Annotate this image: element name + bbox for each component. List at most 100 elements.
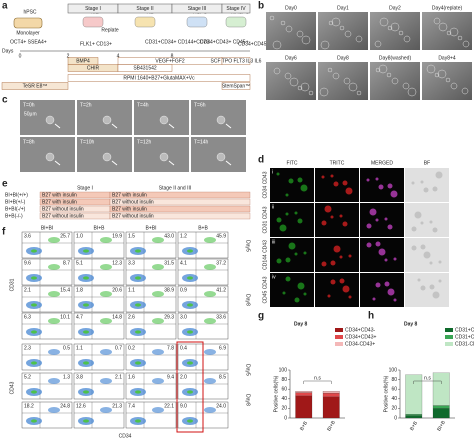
blob [297, 282, 305, 290]
panel-label: d [258, 155, 264, 166]
arrow [54, 160, 61, 166]
factor: SB431542 [133, 65, 157, 71]
blob [432, 227, 438, 233]
quadrant-value: 9.6 [24, 260, 31, 266]
blob [387, 183, 393, 189]
cell [461, 87, 469, 95]
cell [344, 30, 352, 38]
axis-label: CD43 [9, 381, 15, 394]
quadrant-value: 43.0 [164, 233, 174, 239]
micrograph [422, 62, 472, 100]
day: 8 [171, 53, 174, 59]
cell [402, 82, 410, 90]
cell [45, 152, 55, 162]
y-tick-label: 0 [394, 415, 397, 421]
blob [432, 291, 440, 299]
cell [407, 87, 417, 97]
quadrant-value: 5.1 [76, 260, 83, 266]
day-label: Day8(washed) [379, 55, 412, 61]
arrow [111, 123, 118, 129]
quadrant-value: 1.0 [76, 233, 83, 239]
factor: StemSpan™ [222, 83, 250, 89]
cell [269, 15, 275, 21]
protocol-bar [109, 205, 251, 213]
axis-label: Positive cells(%) [383, 375, 389, 412]
x-tick-label: B+B [299, 420, 309, 432]
blob [411, 226, 417, 232]
cell [159, 152, 169, 162]
y-tick-label: 0 [284, 415, 287, 421]
legend-label: CD34+CD43- [345, 327, 375, 333]
cell [348, 82, 358, 92]
arrow [225, 123, 232, 129]
blob [372, 297, 376, 301]
factor-bar [1, 82, 69, 90]
quadrant-value: 15.4 [60, 287, 70, 293]
fluor-image [315, 203, 359, 237]
medium: B27 without insulin [112, 199, 154, 205]
blob [333, 245, 341, 253]
cell [356, 90, 362, 96]
cell [332, 72, 340, 80]
fluor-image [405, 203, 449, 237]
factor-bar [221, 82, 251, 90]
note: Monolayer [16, 30, 40, 36]
population [100, 291, 112, 297]
factor-bar [221, 57, 251, 65]
quadrant-value: 12.3 [112, 260, 122, 266]
bracket [413, 380, 442, 384]
population [204, 264, 216, 270]
population [135, 419, 141, 423]
population [152, 407, 164, 413]
population [204, 349, 216, 355]
fluor-image [405, 168, 449, 202]
factor: CHIR [87, 65, 100, 71]
time-label: T=8h [23, 139, 35, 145]
quadrant-value: 3.8 [76, 374, 83, 380]
blob [330, 260, 336, 266]
blob [432, 186, 438, 192]
population [48, 291, 60, 297]
population [100, 378, 112, 384]
marker-label: CD34 CD43 [262, 171, 268, 198]
bar-segment [295, 395, 313, 419]
population [152, 318, 164, 324]
population [204, 291, 216, 297]
micrograph [422, 12, 472, 50]
factor-bar [117, 64, 173, 72]
fluor-image [315, 238, 359, 272]
blob [384, 258, 388, 262]
quadrant-value: 41.2 [216, 287, 226, 293]
cell-icon [186, 16, 208, 28]
cell [343, 77, 351, 85]
blob [342, 221, 348, 227]
day: 4 [117, 53, 120, 59]
blob [393, 298, 397, 302]
blob [375, 282, 381, 288]
quadrant-value: 24.8 [60, 403, 70, 409]
stage: Stage IV [226, 6, 246, 12]
fluor-image [270, 273, 314, 307]
blob [321, 261, 327, 267]
bar-segment [405, 374, 423, 415]
quadrant-value: 37.2 [216, 260, 226, 266]
medium: B27 without insulin [42, 206, 84, 212]
cell [289, 77, 299, 87]
arrow [111, 160, 118, 166]
cell [355, 35, 363, 43]
blob [375, 241, 381, 247]
quadrant-value: 4.1 [180, 260, 187, 266]
fluor-image [360, 273, 404, 307]
population [48, 378, 60, 384]
cell [387, 25, 393, 31]
time-label: T=0h [23, 102, 35, 108]
population [48, 407, 60, 413]
quadrant-value: 2.1 [115, 374, 122, 380]
quadrant-value: 1.5 [128, 233, 135, 239]
cell [390, 22, 400, 32]
panel-label: a [2, 1, 8, 12]
column-header: B+B [198, 225, 208, 231]
micrograph [266, 62, 316, 100]
blob [384, 217, 388, 221]
quadrant-value: 1.1 [76, 345, 83, 351]
